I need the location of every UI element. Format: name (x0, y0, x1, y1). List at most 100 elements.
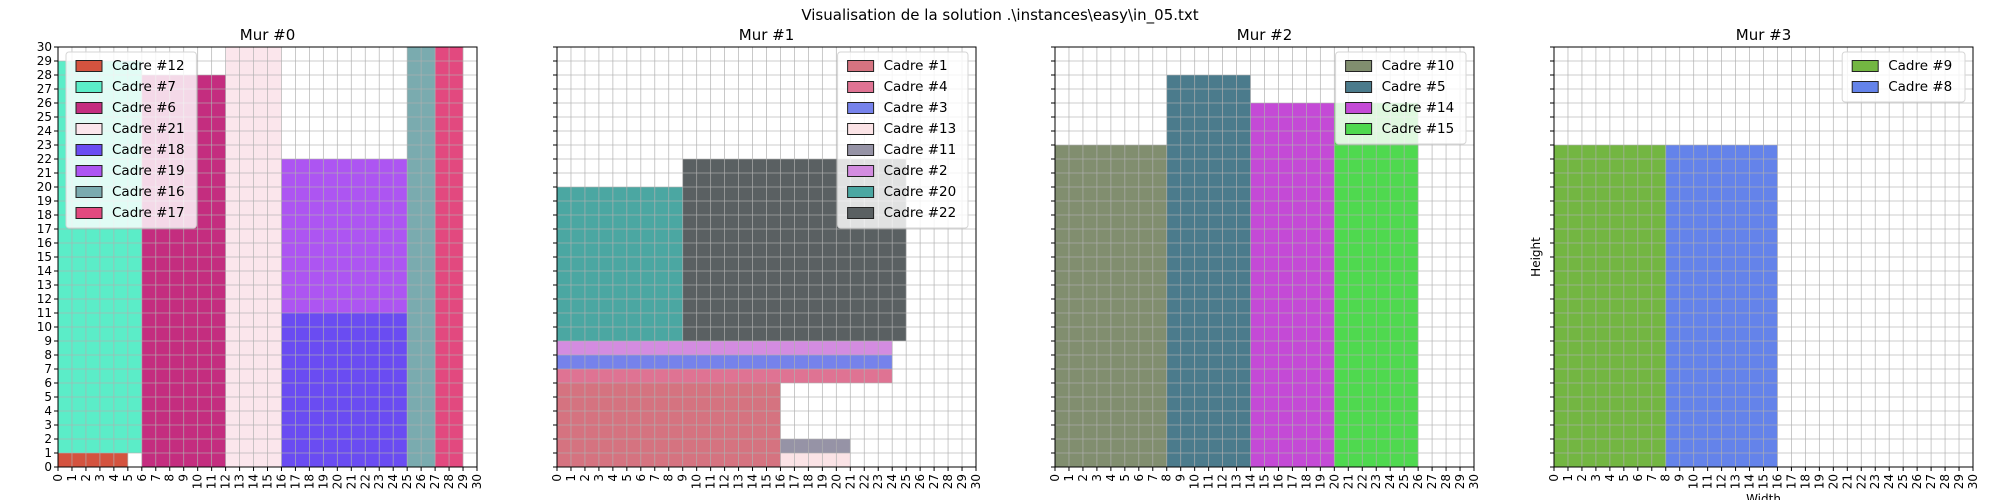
legend-swatch (75, 102, 103, 114)
y-axis-label: Height (1529, 237, 1543, 277)
x-tick-label: 7 (1146, 474, 1160, 482)
frame-rect (557, 187, 683, 341)
x-tick-label: 26 (1910, 474, 1924, 489)
x-tick-label: 30 (1467, 474, 1481, 489)
x-tick-label: 20 (1327, 474, 1341, 489)
y-tick-label: 18 (37, 208, 52, 222)
x-tick-label: 11 (1701, 474, 1715, 489)
y-tick-label: 14 (37, 264, 52, 278)
legend-label: Cadre #4 (884, 79, 948, 95)
legend-swatch (75, 144, 103, 156)
x-tick-label: 1 (65, 474, 79, 482)
x-tick-label: 23 (871, 474, 885, 489)
x-tick-label: 27 (1425, 474, 1439, 489)
legend-swatch (75, 60, 103, 72)
x-tick-label: 25 (899, 474, 913, 489)
x-tick-label: 17 (1285, 474, 1299, 489)
x-tick-label: 3 (1090, 474, 1104, 482)
x-tick-label: 29 (1453, 474, 1467, 489)
x-tick-label: 21 (1840, 474, 1854, 489)
x-tick-label: 23 (1868, 474, 1882, 489)
x-tick-label: 5 (121, 474, 135, 482)
x-tick-label: 22 (1355, 474, 1369, 489)
legend-frame (1335, 51, 1467, 145)
legend: Cadre #9 Cadre #8 (1841, 51, 1966, 103)
legend: Cadre #10 Cadre #5 Cadre #14 Cadre #15 (1335, 51, 1467, 145)
chart-title: Mur #0 (240, 26, 296, 44)
x-tick-label: 30 (470, 474, 484, 489)
x-tick-label: 15 (760, 474, 774, 489)
x-tick-label: 9 (1673, 474, 1687, 482)
legend-swatch (847, 81, 875, 93)
legend-swatch (847, 207, 875, 219)
x-tick-label: 15 (261, 474, 275, 489)
x-tick-label: 17 (1784, 474, 1798, 489)
x-tick-label: 17 (787, 474, 801, 489)
x-tick-label: 23 (372, 474, 386, 489)
x-tick-label: 15 (1258, 474, 1272, 489)
x-tick-label: 24 (885, 474, 899, 489)
legend: Cadre #12 Cadre #7 Cadre #6 Cadre #21 Cadre … (65, 51, 197, 229)
x-tick-label: 22 (1854, 474, 1868, 489)
x-tick-label: 2 (578, 474, 592, 482)
frame-rect (281, 159, 408, 313)
x-tick-label: 13 (1729, 474, 1743, 489)
x-tick-label: 26 (1411, 474, 1425, 489)
x-tick-label: 19 (1313, 474, 1327, 489)
frame-rect (780, 453, 851, 467)
x-tick-label: 0 (1547, 474, 1561, 482)
x-tick-label: 4 (1603, 474, 1617, 482)
legend-swatch (847, 102, 875, 114)
legend-label: Cadre #21 (112, 121, 185, 137)
x-tick-label: 9 (177, 474, 191, 482)
x-tick-label: 8 (662, 474, 676, 482)
x-tick-label: 14 (746, 474, 760, 489)
x-tick-label: 5 (620, 474, 634, 482)
x-tick-label: 7 (1645, 474, 1659, 482)
y-tick-label: 25 (37, 110, 52, 124)
legend-label: Cadre #14 (1382, 100, 1455, 116)
y-tick-label: 15 (37, 250, 52, 264)
x-tick-label: 24 (1882, 474, 1896, 489)
x-tick-label: 28 (442, 474, 456, 489)
y-tick-label: 8 (44, 348, 52, 362)
legend-label: Cadre #6 (112, 100, 176, 116)
x-tick-label: 8 (1659, 474, 1673, 482)
x-tick-label: 14 (1244, 474, 1258, 489)
legend-label: Cadre #15 (1382, 121, 1455, 137)
x-tick-label: 14 (1743, 474, 1757, 489)
x-tick-label: 29 (456, 474, 470, 489)
x-tick-label: 10 (191, 474, 205, 489)
x-tick-label: 5 (1118, 474, 1132, 482)
legend-swatch (75, 165, 103, 177)
legend-swatch (847, 60, 875, 72)
x-tick-label: 0 (51, 474, 65, 482)
legend-swatch (1345, 123, 1373, 135)
x-tick-label: 14 (247, 474, 261, 489)
x-tick-label: 7 (648, 474, 662, 482)
legend-label: Cadre #9 (1888, 58, 1952, 74)
y-tick-label: 23 (37, 138, 52, 152)
y-tick-label: 30 (37, 40, 52, 54)
legend-swatch (75, 186, 103, 198)
x-tick-label: 18 (801, 474, 815, 489)
y-tick-label: 21 (37, 166, 52, 180)
legend-swatch (1345, 102, 1373, 114)
x-tick-label: 11 (205, 474, 219, 489)
y-tick-label: 4 (44, 404, 52, 418)
y-tick-label: 3 (44, 418, 52, 432)
legend-label: Cadre #7 (112, 79, 176, 95)
x-tick-label: 9 (676, 474, 690, 482)
legend-label: Cadre #2 (884, 163, 948, 179)
x-tick-label: 21 (344, 474, 358, 489)
legend-label: Cadre #19 (112, 163, 185, 179)
x-tick-label: 13 (233, 474, 247, 489)
x-tick-label: 25 (400, 474, 414, 489)
x-tick-label: 21 (1341, 474, 1355, 489)
y-tick-label: 2 (44, 432, 52, 446)
x-axis-label: Width (1746, 492, 1781, 500)
x-tick-label: 18 (1798, 474, 1812, 489)
x-tick-label: 16 (1271, 474, 1285, 489)
y-tick-label: 20 (37, 180, 52, 194)
